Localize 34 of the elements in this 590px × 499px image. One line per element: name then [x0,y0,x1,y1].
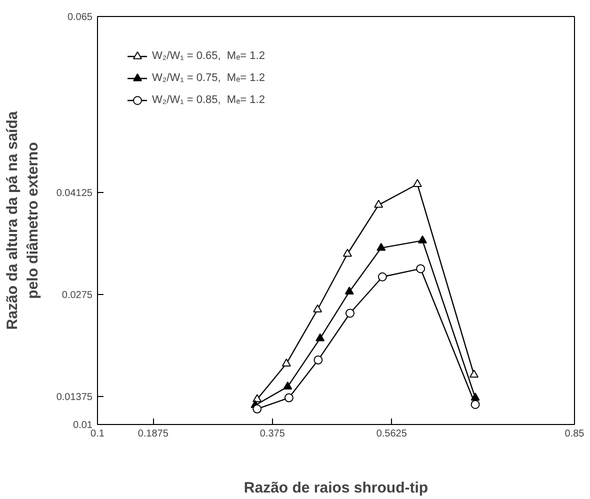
y-tick-label: 0.04125 [56,188,93,200]
point [418,235,427,244]
legend-label: W₂/W₁ = 0.75, Mₑ= 1.2 [152,72,265,84]
x-axis-title: Razão de raios shroud-tip [244,480,428,496]
x-tick-label: 0.5625 [376,428,408,440]
legend-label: W₂/W₁ = 0.65, Mₑ= 1.2 [152,50,265,62]
point [314,355,323,364]
point [342,248,352,257]
y-tick-label: 0.065 [67,12,93,23]
y-tick-label: 0.01 [73,420,93,431]
x-tick-label: 0.1875 [138,428,169,440]
point [470,400,480,409]
x-tick-label: 0.1 [90,428,105,440]
legend-label: W₂/W₁ = 0.85, Mₑ= 1.2 [152,94,265,106]
point [284,393,294,402]
point [374,200,384,208]
point [283,382,292,390]
point [252,394,262,402]
point [252,404,262,414]
y-tick-label: 0.01375 [56,392,93,404]
point [316,333,325,342]
point [416,264,426,274]
point [470,370,479,378]
point [412,179,422,187]
x-tick-label: 0.375 [260,428,286,440]
point [345,308,354,318]
point [344,286,354,295]
point [282,358,291,366]
y-tick-label: 0.0275 [62,290,93,302]
y-axis-title: Razão da altura da pá na saída pelo diâmetro externo [4,110,42,330]
point [376,242,386,251]
point [313,304,322,312]
x-tick-label: 0.85 [564,428,585,440]
point [378,272,387,282]
